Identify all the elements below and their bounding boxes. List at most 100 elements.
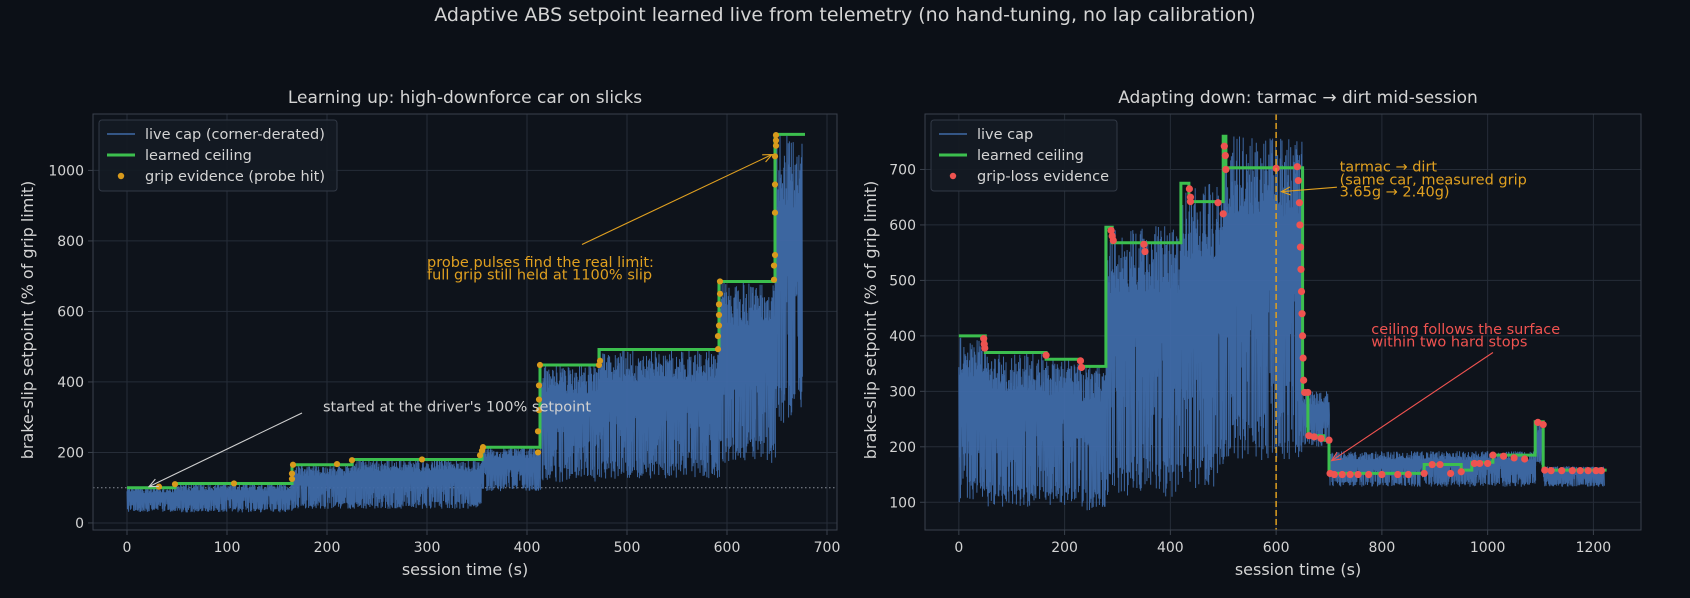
evidence-point	[1140, 240, 1148, 248]
evidence-point	[479, 444, 487, 451]
x-tick-label: 800	[1369, 540, 1396, 556]
evidence-point	[171, 481, 179, 488]
y-tick-label: 200	[889, 440, 916, 456]
evidence-point	[534, 428, 542, 435]
evidence-point	[1317, 434, 1325, 443]
evidence-point	[1378, 470, 1386, 479]
evidence-point	[772, 137, 780, 144]
evidence-point	[771, 153, 779, 160]
evidence-point	[1109, 236, 1117, 245]
evidence-point	[1428, 460, 1436, 469]
suptitle: Adaptive ABS setpoint learned live from …	[434, 4, 1255, 26]
panel-title: Learning up: high-downforce car on slick…	[288, 88, 642, 108]
evidence-point	[1592, 467, 1600, 475]
x-tick-label: 700	[814, 540, 841, 556]
evidence-point	[1489, 451, 1497, 459]
evidence-point	[1547, 467, 1555, 475]
annotation-arrow-line	[1281, 186, 1337, 193]
evidence-point	[715, 311, 723, 319]
evidence-point	[714, 333, 722, 340]
series-live-cap-trace	[126, 135, 803, 513]
panel-adapting-down: Adapting down: tarmac → dirt mid-session…	[861, 88, 1642, 579]
annotation-arrow-head	[762, 153, 774, 163]
evidence-point	[772, 132, 780, 139]
evidence-point	[1293, 163, 1301, 171]
evidence-point	[535, 382, 543, 389]
evidence-point	[535, 396, 543, 403]
evidence-point	[1219, 210, 1227, 218]
evidence-point	[155, 483, 163, 490]
y-tick-label: 100	[889, 495, 916, 511]
evidence-point	[1420, 469, 1428, 478]
annotation-arrow-line	[148, 412, 303, 488]
evidence-point	[1186, 198, 1195, 206]
legend-box	[98, 119, 338, 192]
evidence-point	[1304, 388, 1312, 397]
legend: live cap learned ceiling grip-loss evidenc…	[930, 119, 1118, 192]
annotation-arrow-head	[1330, 452, 1342, 462]
evidence-point	[1521, 455, 1529, 463]
legend-swatch-evidence	[117, 172, 125, 180]
evidence-point	[1077, 363, 1086, 372]
evidence-point	[1299, 354, 1307, 362]
evidence-point	[1076, 357, 1085, 365]
x-tick-label: 400	[1157, 540, 1184, 556]
evidence-point	[1558, 467, 1566, 475]
x-tick-label: 0	[954, 540, 963, 556]
y-tick-label: 200	[57, 445, 84, 461]
x-axis-label: session time (s)	[1235, 560, 1361, 579]
evidence-point	[1597, 467, 1605, 475]
y-tick-label: 0	[75, 516, 84, 532]
evidence-point	[771, 181, 779, 188]
evidence-point	[1365, 470, 1373, 479]
evidence-point	[771, 209, 779, 216]
panel-learning-up: Learning up: high-downforce car on slick…	[18, 88, 840, 579]
evidence-point	[1298, 310, 1306, 318]
legend-swatch-evidence	[949, 172, 957, 180]
legend-label: learned ceiling	[977, 148, 1084, 164]
evidence-point	[1297, 265, 1305, 273]
evidence-point	[1584, 467, 1592, 475]
evidence-point	[1576, 467, 1584, 475]
annotation-text: 3.65g → 2.40g)	[1340, 185, 1450, 201]
evidence-point	[1484, 459, 1492, 468]
evidence-point	[1346, 470, 1354, 479]
evidence-point	[534, 449, 542, 456]
evidence-point	[1539, 421, 1547, 429]
evidence-point	[1568, 467, 1576, 475]
evidence-point	[1141, 247, 1149, 256]
evidence-point	[1107, 226, 1115, 235]
annotation-arrow-head	[1280, 186, 1291, 196]
x-tick-label: 300	[414, 540, 441, 556]
evidence-point	[333, 460, 341, 468]
y-tick-label: 600	[57, 304, 84, 320]
panel-title: Adapting down: tarmac → dirt mid-session	[1118, 88, 1478, 108]
evidence-point	[1330, 470, 1338, 479]
evidence-point	[1476, 459, 1484, 468]
x-tick-label: 600	[1263, 540, 1290, 556]
evidence-point	[1510, 454, 1518, 462]
x-tick-label: 400	[514, 540, 541, 556]
annotation-text: probe pulses find the real limit:	[427, 255, 654, 271]
x-axis-label: session time (s)	[402, 560, 528, 579]
evidence-point	[716, 290, 724, 297]
evidence-point	[1296, 221, 1304, 229]
y-tick-label: 500	[889, 273, 916, 289]
evidence-point	[1296, 243, 1305, 251]
evidence-point	[348, 457, 356, 464]
axes-frame	[924, 113, 1642, 531]
evidence-point	[716, 278, 724, 285]
evidence-point	[1338, 470, 1346, 479]
y-tick-label: 300	[889, 384, 916, 400]
annotation-text: tarmac → dirt	[1340, 160, 1438, 176]
x-tick-label: 500	[614, 540, 641, 556]
evidence-point	[770, 276, 778, 283]
legend-label: grip-loss evidence	[977, 169, 1109, 185]
evidence-point	[714, 346, 722, 353]
legend-label: live cap (corner-derated)	[145, 127, 325, 143]
evidence-point	[288, 470, 296, 477]
evidence-point	[1436, 460, 1444, 469]
evidence-point	[1300, 376, 1308, 384]
plot-area	[93, 132, 837, 513]
evidence-point	[1470, 459, 1479, 468]
